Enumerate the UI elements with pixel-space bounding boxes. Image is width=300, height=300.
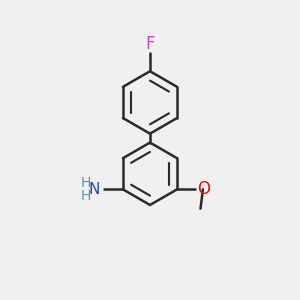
Text: H: H bbox=[81, 176, 91, 190]
Text: O: O bbox=[196, 180, 210, 198]
Text: H: H bbox=[81, 189, 91, 203]
Text: N: N bbox=[89, 182, 100, 197]
Text: F: F bbox=[145, 35, 155, 53]
